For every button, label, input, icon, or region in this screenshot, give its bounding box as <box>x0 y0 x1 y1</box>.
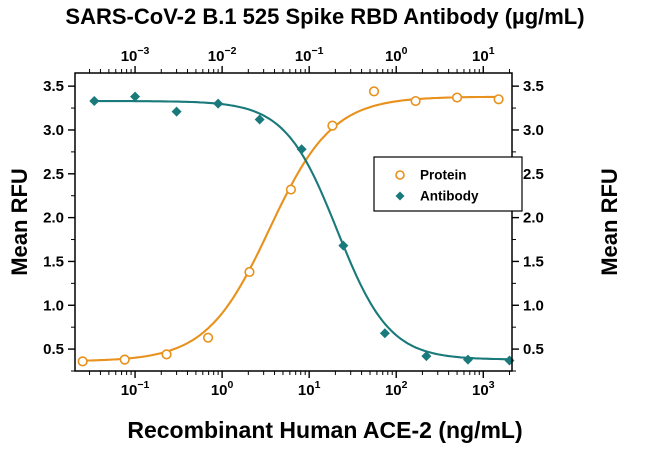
y-tick-label-right: 2.0 <box>523 210 544 227</box>
bottom-tick-label: 100 <box>211 379 234 399</box>
antibody-marker <box>421 351 432 362</box>
y-tick-label-left: 3.0 <box>43 122 64 139</box>
y-tick-label-left: 1.0 <box>43 297 64 314</box>
left-axis-title: Mean RFU <box>7 168 32 276</box>
antibody-marker <box>171 106 182 117</box>
top-tick-label: 10−1 <box>295 45 324 65</box>
protein-marker <box>244 266 255 278</box>
antibody-marker <box>254 114 265 125</box>
protein-marker <box>451 92 463 103</box>
legend-label-protein: Protein <box>420 168 467 183</box>
right-axis-title: Mean RFU <box>597 168 622 276</box>
antibody-marker <box>296 144 307 155</box>
bottom-tick-label: 101 <box>298 379 321 399</box>
legend-label-antibody: Antibody <box>420 189 479 204</box>
protein-marker <box>119 354 130 365</box>
protein-marker <box>410 95 421 107</box>
legend-marker-antibody <box>395 191 405 201</box>
y-tick-label-right: 3.5 <box>523 78 544 95</box>
plot-frame <box>74 72 513 372</box>
y-tick-label-right: 2.5 <box>523 166 544 183</box>
y-tick-label-right: 1.0 <box>523 297 544 314</box>
antibody-marker <box>213 98 224 109</box>
protein-marker <box>493 94 504 105</box>
antibody-curve <box>90 100 512 361</box>
top-tick-label: 100 <box>385 45 408 65</box>
bottom-tick-label: 10−1 <box>121 379 150 399</box>
y-tick-label-left: 1.5 <box>43 253 64 270</box>
y-tick-label-right: 3.0 <box>523 122 544 139</box>
antibody-marker <box>89 96 100 107</box>
legend-box <box>373 156 523 212</box>
top-tick-label: 10−2 <box>208 45 237 65</box>
y-tick-label-left: 0.5 <box>43 341 64 358</box>
antibody-marker <box>130 91 141 102</box>
protein-marker <box>77 356 88 367</box>
protein-marker <box>161 349 172 360</box>
y-tick-label-left: 2.5 <box>43 166 64 183</box>
y-tick-label-right: 0.5 <box>523 341 544 358</box>
protein-marker <box>327 120 338 131</box>
protein-marker <box>202 332 214 343</box>
antibody-marker <box>462 354 473 365</box>
top-tick-label: 10−3 <box>121 45 150 65</box>
protein-marker <box>368 86 380 97</box>
protein-marker <box>285 184 297 195</box>
chart-title: SARS-CoV-2 B.1 525 Spike RBD Antibody (µ… <box>65 4 585 29</box>
antibody-marker <box>338 240 349 251</box>
y-tick-label-right: 1.5 <box>523 253 544 270</box>
antibody-marker <box>379 328 390 339</box>
bottom-axis-title: Recombinant Human ACE-2 (ng/mL) <box>127 417 523 443</box>
top-tick-label: 101 <box>472 45 495 65</box>
bottom-tick-label: 102 <box>385 379 408 399</box>
bottom-tick-label: 103 <box>472 379 495 399</box>
y-tick-label-left: 2.0 <box>43 210 64 227</box>
legend-marker-protein <box>395 170 405 180</box>
antibody-marker <box>504 355 515 366</box>
y-tick-label-left: 3.5 <box>43 78 64 95</box>
